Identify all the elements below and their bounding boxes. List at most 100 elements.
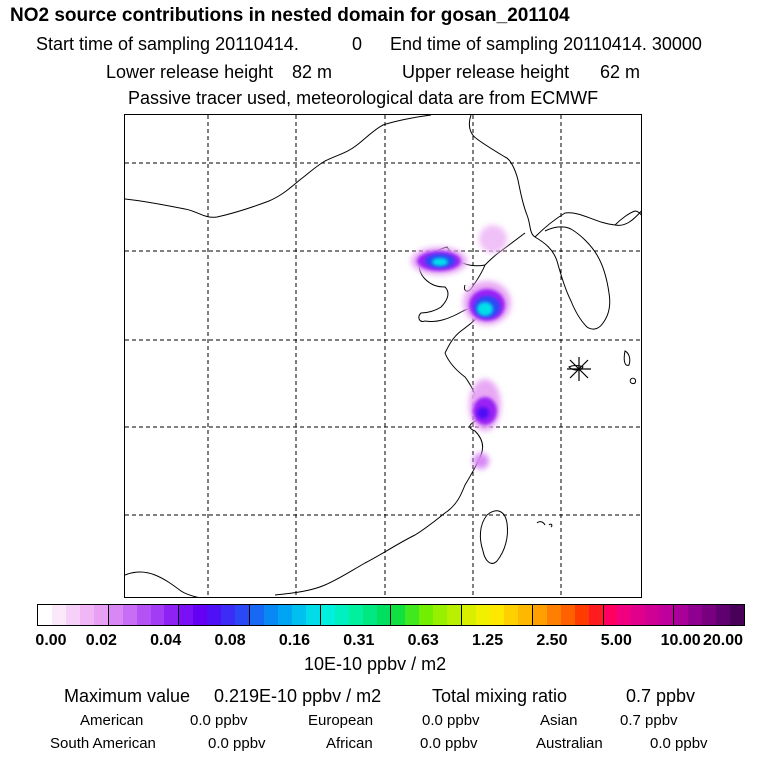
no2-plume-tianjin: [463, 281, 511, 325]
colorbar-cell: [334, 605, 349, 625]
colorbar-cell: [405, 605, 420, 625]
colorbar-cell: [716, 605, 730, 625]
region-value: 0.0 ppbv: [208, 735, 266, 752]
region-value: 0.0 ppbv: [422, 712, 480, 729]
total-mixing-value: 0.7 ppbv: [626, 686, 696, 706]
colorbar-cell: [362, 605, 377, 625]
colorbar-cell: [688, 605, 703, 625]
region-name: American: [80, 712, 144, 729]
map-panel: [124, 114, 642, 598]
colorbar-cell: [674, 605, 689, 625]
colorbar-cell: [603, 605, 618, 625]
colorbar-cell: [207, 605, 222, 625]
upper-height-label: Upper release height: [402, 62, 570, 82]
colorbar-cell: [546, 605, 561, 625]
max-value-label: Maximum value: [64, 686, 191, 706]
colorbar-cell: [588, 605, 604, 625]
colorbar-cell: [433, 605, 448, 625]
region-value: 0.0 ppbv: [190, 712, 248, 729]
no2-plume-shanghai: [469, 379, 501, 431]
colorbar-cell: [490, 605, 504, 625]
start-time-value: 0: [352, 34, 363, 54]
plume-halo: [479, 225, 507, 253]
lower-height-value: 82 m: [292, 62, 333, 82]
korea-coast: [534, 226, 611, 330]
total-mixing-label: Total mixing ratio: [432, 686, 568, 706]
max-value: 0.219E-10 ppbv / m2: [214, 686, 382, 706]
map-canvas: [125, 115, 641, 597]
region-name: South American: [50, 735, 156, 752]
colorbar-tick-label: 20.00: [702, 632, 744, 649]
russia-coast: [614, 210, 641, 226]
colorbar-cell: [122, 605, 137, 625]
colorbar-cell: [645, 605, 660, 625]
manchuria-border: [468, 115, 641, 238]
colorbar-cell: [150, 605, 165, 625]
colorbar-cell: [560, 605, 575, 625]
colorbar-tick-label: 0.16: [278, 632, 311, 649]
colorbar-cell: [193, 605, 208, 625]
no2-plume-zhejiang: [473, 453, 489, 469]
no2-plume-liaoning: [479, 225, 507, 253]
plume-peak: [432, 258, 448, 266]
region-name: Australian: [536, 735, 603, 752]
region-value: 0.0 ppbv: [650, 735, 708, 752]
colorbar-cell: [419, 605, 434, 625]
no2-plume-beijing: [411, 247, 467, 275]
region-name: African: [326, 735, 373, 752]
colorbar-tick-label: 1.25: [471, 632, 504, 649]
plume-halo: [473, 453, 489, 469]
colorbar-cell: [51, 605, 66, 625]
plume-high: [477, 407, 489, 419]
region-name: European: [308, 712, 374, 729]
colorbar-tick-label: 2.50: [536, 632, 568, 649]
colorbar-cell: [221, 605, 236, 625]
colorbar-cell: [264, 605, 278, 625]
mongolia-china-border: [125, 115, 432, 218]
colorbar-cell: [65, 605, 80, 625]
colorbar-cell: [136, 605, 151, 625]
colorbar-cell: [631, 605, 646, 625]
colorbar-cell: [532, 605, 547, 625]
colorbar-cell: [462, 605, 477, 625]
colorbar-cell: [503, 605, 518, 625]
east-china-coast: [274, 352, 484, 596]
coastlines: [125, 115, 641, 597]
tracer-note: Passive tracer used, meteorological data…: [128, 88, 599, 108]
colorbar-tick-label: 0.31: [343, 632, 375, 649]
colorbar-cell: [517, 605, 533, 625]
colorbar-cell: [277, 605, 292, 625]
receptor-asterisk-icon: [567, 357, 591, 381]
colorbar-cell: [659, 605, 675, 625]
colorbar-tick-label: 0.00: [35, 632, 67, 649]
colorbar-tick-label: 0.08: [214, 632, 246, 649]
colorbar-cell: [93, 605, 109, 625]
colorbar-unit: 10E-10 ppbv / m2: [304, 654, 447, 674]
colorbar-tick-label: 10.00: [660, 632, 701, 649]
colorbar-cell: [108, 605, 123, 625]
region-value: 0.0 ppbv: [420, 735, 478, 752]
colorbar-cell: [476, 605, 490, 625]
colorbar-cell: [164, 605, 180, 625]
colorbar-cell: [729, 605, 744, 625]
colorbar-cell: [235, 605, 251, 625]
lower-height-label: Lower release height: [106, 62, 274, 82]
upper-height-value: 62 m: [600, 62, 641, 82]
colorbar-cell: [702, 605, 716, 625]
taiwan-outline: [479, 510, 508, 564]
korea-china-border: [484, 232, 526, 266]
japan-islands: [536, 350, 636, 528]
colorbar-cell: [617, 605, 632, 625]
end-time-label: End time of sampling 20110414. 30000: [390, 34, 702, 54]
colorbar-cell: [179, 605, 194, 625]
region-name: Asian: [540, 712, 578, 729]
colorbar-cell: [376, 605, 392, 625]
colorbar: [37, 604, 745, 626]
map-grid: [125, 115, 641, 597]
colorbar-cell: [79, 605, 94, 625]
start-time-label: Start time of sampling 20110414.: [36, 34, 299, 54]
colorbar-cell: [574, 605, 589, 625]
plot-title: NO2 source contributions in nested domai…: [10, 5, 570, 26]
hainan-coast: [125, 571, 199, 597]
colorbar-cell: [391, 605, 406, 625]
